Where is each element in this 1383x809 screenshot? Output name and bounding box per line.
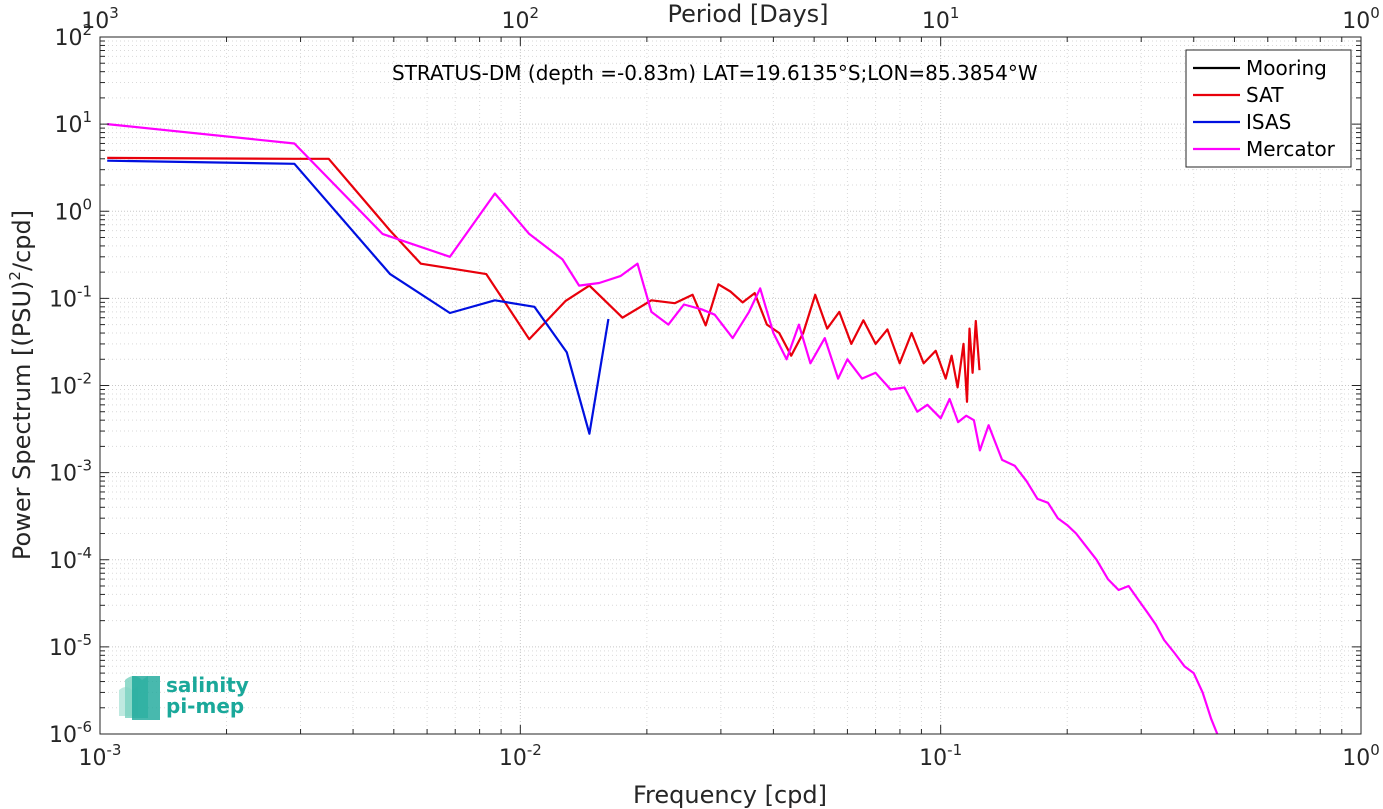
chart-annotation: STRATUS-DM (depth =-0.83m) LAT=19.6135°S… bbox=[392, 61, 1038, 85]
y-tick-exp: 0 bbox=[82, 195, 92, 213]
top-tick-exp: 3 bbox=[109, 4, 119, 22]
y-tick-base: 10 bbox=[49, 723, 77, 748]
y-axis-label-tail: /cpd] bbox=[8, 210, 36, 271]
y-tick-exp: -5 bbox=[77, 631, 92, 649]
top-tick-exp: 1 bbox=[950, 4, 960, 22]
y-tick-base: 10 bbox=[49, 549, 77, 574]
x-tick-base: 10 bbox=[1342, 746, 1370, 771]
y-tick-base: 10 bbox=[54, 200, 82, 225]
y-tick-base: 10 bbox=[54, 113, 82, 138]
legend-label-mercator: Mercator bbox=[1246, 137, 1336, 161]
tick-marks bbox=[99, 36, 1362, 735]
y-tick-base: 10 bbox=[49, 287, 77, 312]
top-tick-exp: 2 bbox=[530, 4, 540, 22]
top-tick-exp: 0 bbox=[1370, 4, 1380, 22]
top-tick-base: 10 bbox=[922, 9, 950, 34]
y-tick-label: 10-5 bbox=[49, 631, 92, 661]
x-tick-label: 10-2 bbox=[499, 741, 542, 771]
top-tick-labels: 103 102 101 100 bbox=[81, 4, 1380, 34]
y-tick-exp: -2 bbox=[77, 370, 92, 388]
y-tick-label: 101 bbox=[54, 108, 92, 138]
legend: Mooring SAT ISAS Mercator bbox=[1185, 49, 1352, 168]
y-tick-base: 10 bbox=[54, 26, 82, 51]
y-tick-label: 10-4 bbox=[49, 544, 92, 574]
y-axis-label-sup: 2 bbox=[6, 271, 24, 281]
y-axis-label-main: Power Spectrum [(PSU) bbox=[8, 281, 36, 560]
legend-box bbox=[1185, 49, 1352, 168]
top-tick-label: 101 bbox=[922, 4, 960, 34]
x-tick-exp: -2 bbox=[527, 741, 542, 759]
logo-text-pi-mep: pi-mep bbox=[166, 694, 244, 718]
y-tick-base: 10 bbox=[49, 375, 77, 400]
top-tick-label: 103 bbox=[81, 4, 119, 34]
top-tick-base: 10 bbox=[1342, 9, 1370, 34]
y-tick-label: 10-1 bbox=[49, 282, 92, 312]
top-tick-base: 10 bbox=[502, 9, 530, 34]
x-tick-base: 10 bbox=[79, 746, 107, 771]
legend-label-sat: SAT bbox=[1246, 83, 1284, 107]
x-tick-exp: 0 bbox=[1370, 741, 1380, 759]
y-tick-label: 10-2 bbox=[49, 370, 92, 400]
legend-label-isas: ISAS bbox=[1246, 110, 1291, 134]
x-tick-label: 10-1 bbox=[919, 741, 962, 771]
x-tick-exp: -1 bbox=[947, 741, 962, 759]
y-tick-exp: -3 bbox=[77, 457, 92, 475]
series-line-sat bbox=[107, 156, 981, 403]
series-layer bbox=[107, 123, 1219, 735]
y-tick-exp: -1 bbox=[77, 282, 92, 300]
y-tick-base: 10 bbox=[49, 636, 77, 661]
y-tick-exp: 2 bbox=[82, 21, 92, 39]
y-tick-label: 102 bbox=[54, 21, 92, 51]
x-tick-base: 10 bbox=[919, 746, 947, 771]
y-tick-exp: 1 bbox=[82, 108, 92, 126]
y-tick-label: 100 bbox=[54, 195, 92, 225]
top-axis-label: Period [Days] bbox=[667, 0, 828, 28]
logo-text-salinity: salinity bbox=[166, 673, 249, 697]
x-axis-label: Frequency [cpd] bbox=[633, 781, 827, 809]
y-tick-base: 10 bbox=[49, 462, 77, 487]
y-tick-label: 10-6 bbox=[49, 718, 92, 748]
x-tick-exp: -3 bbox=[107, 741, 122, 759]
series-line-isas bbox=[107, 159, 610, 435]
top-tick-label: 102 bbox=[502, 4, 540, 34]
top-tick-label: 100 bbox=[1342, 4, 1380, 34]
salinity-pi-mep-logo: salinity pi-mep bbox=[119, 673, 249, 720]
x-tick-label: 100 bbox=[1342, 741, 1380, 771]
x-tick-labels: 10-3 10-2 10-1 100 bbox=[79, 741, 1380, 771]
y-tick-exp: -6 bbox=[77, 718, 92, 736]
logo-wave-front bbox=[132, 676, 160, 720]
y-axis-label: Power Spectrum [(PSU)2/cpd] bbox=[6, 210, 36, 560]
y-tick-exp: -4 bbox=[77, 544, 92, 562]
x-tick-label: 10-3 bbox=[79, 741, 122, 771]
legend-label-mooring: Mooring bbox=[1246, 56, 1327, 80]
series-line-mercator bbox=[107, 123, 1219, 735]
y-tick-label: 10-3 bbox=[49, 457, 92, 487]
x-tick-base: 10 bbox=[499, 746, 527, 771]
top-tick-base: 10 bbox=[81, 9, 109, 34]
